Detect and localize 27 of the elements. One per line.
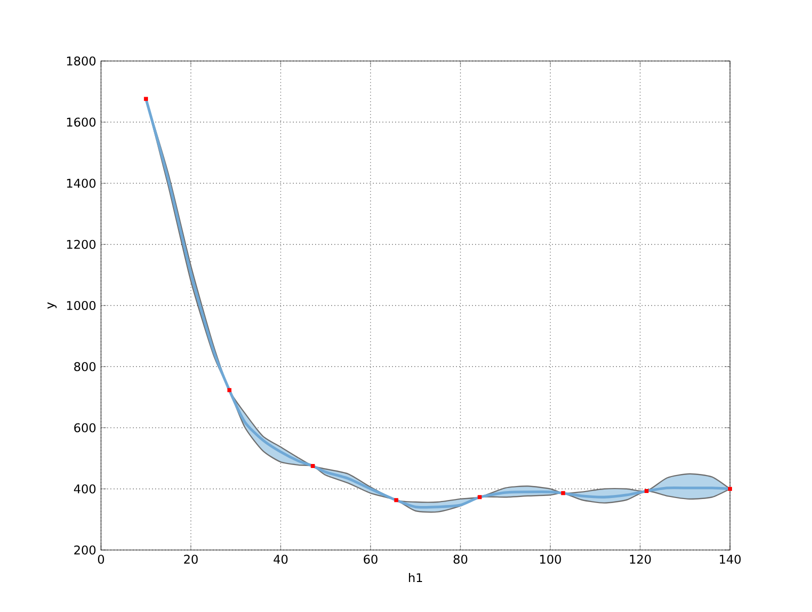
point <box>144 96 148 101</box>
point <box>561 491 566 496</box>
y-tick-label: 1600 <box>67 118 96 127</box>
x-tick-label: 120 <box>630 554 651 564</box>
y-tick-label: 800 <box>74 362 96 372</box>
x-tick-label: 0 <box>98 554 104 564</box>
x-tick-label: 140 <box>720 554 741 564</box>
y-tick-label: 1400 <box>67 178 96 188</box>
y-tick-label: 1800 <box>67 56 96 66</box>
point <box>394 498 398 502</box>
x-tick-label: 40 <box>274 554 288 564</box>
x-tick-label: 60 <box>364 554 378 564</box>
x-tick-label: 100 <box>540 554 561 564</box>
y-tick-label: 1000 <box>67 300 96 310</box>
point <box>310 464 315 468</box>
point <box>478 495 482 500</box>
y-tick-label: 400 <box>74 484 96 494</box>
y-tick-label: 1200 <box>67 240 96 249</box>
point <box>644 489 649 494</box>
y-tick-label: 200 <box>74 545 96 555</box>
x-tick-label: 20 <box>184 554 198 564</box>
y-tick-label: 600 <box>74 423 96 432</box>
x-tick-label: 80 <box>454 554 468 564</box>
x-axis-title: h1 <box>408 572 422 582</box>
point <box>728 486 732 491</box>
y-axis-title: y <box>48 302 57 309</box>
point <box>227 388 232 392</box>
